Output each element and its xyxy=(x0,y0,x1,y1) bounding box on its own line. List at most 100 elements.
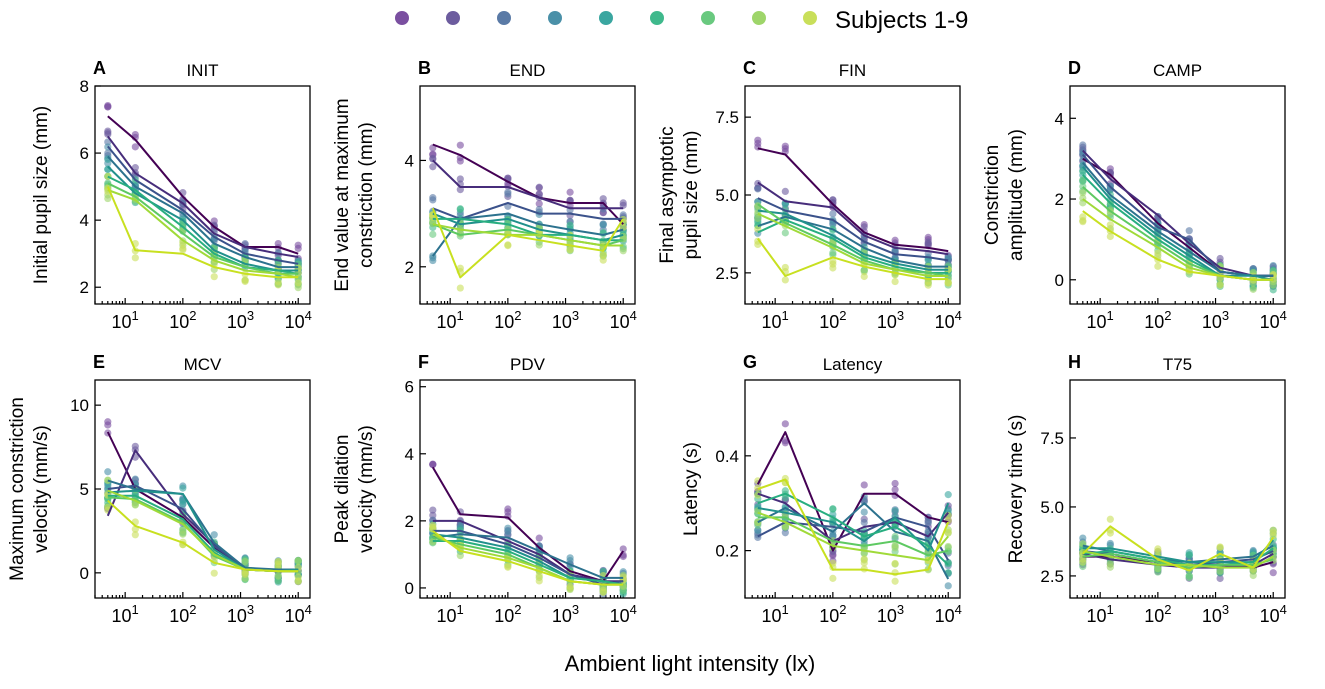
data-point xyxy=(1106,221,1114,229)
data-point xyxy=(754,185,762,193)
y-axis-label-line: Recovery time (s) xyxy=(1006,415,1027,564)
series-line-9 xyxy=(1082,210,1274,281)
data-point xyxy=(891,559,899,568)
legend-dot xyxy=(803,11,817,25)
data-point xyxy=(891,532,899,541)
data-point xyxy=(274,572,282,580)
panel-title: INIT xyxy=(186,61,218,80)
data-point xyxy=(210,531,218,539)
y-axis-label-line: Maximum constriction xyxy=(7,397,28,581)
panel-e: E MCV Maximum constriction velocity (mm/s) 0… xyxy=(7,352,312,626)
data-point xyxy=(535,200,543,208)
x-tick-label: 101 xyxy=(437,308,464,332)
x-tick-label: 102 xyxy=(494,602,521,626)
series-line-9 xyxy=(756,238,949,281)
data-point xyxy=(1185,551,1193,559)
series-line-4 xyxy=(107,155,299,269)
data-point xyxy=(781,439,789,447)
data-point xyxy=(179,497,187,505)
data-point xyxy=(274,278,282,286)
data-point xyxy=(535,571,543,580)
y-tick-label: 7.5 xyxy=(715,108,739,127)
series-line-2 xyxy=(106,135,299,258)
plot-frame xyxy=(419,85,636,305)
series-line-8 xyxy=(432,223,624,247)
data-point xyxy=(891,541,899,550)
data-point xyxy=(829,505,837,513)
legend-dot xyxy=(599,11,613,25)
series-line-9 xyxy=(757,478,950,576)
data-point xyxy=(429,523,437,531)
data-point xyxy=(535,542,543,550)
scatter-points xyxy=(754,420,952,590)
legend-dot xyxy=(497,11,511,25)
data-point xyxy=(566,221,574,229)
x-tick-label: 103 xyxy=(1202,602,1229,626)
panel-title: FIN xyxy=(839,61,866,80)
panel-a: A INIT Initial pupil size (mm) 2 4 6 8 101 102 10… xyxy=(31,58,312,332)
data-point xyxy=(456,157,464,165)
data-point xyxy=(599,251,607,259)
x-tick-label: 102 xyxy=(1144,308,1171,332)
data-point xyxy=(860,272,868,281)
x-tick-label: 102 xyxy=(169,308,196,332)
panel-letter: F xyxy=(418,352,429,372)
series-line-8 xyxy=(107,189,299,279)
plot-frame xyxy=(1069,379,1286,599)
series-line-7 xyxy=(757,203,949,277)
data-point xyxy=(179,244,187,253)
y-axis-label: Peak dilation velocity (mm/s) xyxy=(332,425,377,553)
panel-letter: D xyxy=(1068,58,1081,78)
series-line-3 xyxy=(107,145,299,265)
panel-letter: H xyxy=(1068,352,1081,372)
plot-frame xyxy=(419,379,636,599)
data-point xyxy=(829,574,837,582)
data-point xyxy=(754,139,762,147)
y-axis-label-line: End value at maximum xyxy=(332,98,353,291)
data-point xyxy=(131,254,139,262)
data-point xyxy=(104,421,112,429)
scatter-points xyxy=(429,460,627,598)
y-axis-label: Maximum constriction velocity (mm/s) xyxy=(7,397,52,581)
data-point xyxy=(104,468,112,476)
x-tick-label: 102 xyxy=(169,602,196,626)
panel-c: C FIN Final asymptotic pupil size (mm) 2.5 5.… xyxy=(657,58,962,332)
data-point xyxy=(1269,281,1277,289)
data-point xyxy=(566,188,574,196)
series-line-2 xyxy=(106,449,299,573)
series-line-9 xyxy=(432,530,624,586)
panel-letter: C xyxy=(743,58,756,78)
data-point xyxy=(599,195,607,203)
legend-dot xyxy=(395,11,409,25)
y-tick-label: 10 xyxy=(70,396,89,415)
data-point xyxy=(535,534,543,542)
data-point xyxy=(1106,515,1114,523)
data-point xyxy=(131,143,139,151)
legend-label: Subjects 1-9 xyxy=(835,7,968,34)
data-point xyxy=(781,276,789,284)
x-tick-label: 101 xyxy=(112,308,139,332)
data-point xyxy=(179,526,187,535)
x-tick-label: 102 xyxy=(819,602,846,626)
x-tick-label: 102 xyxy=(1144,602,1171,626)
data-point xyxy=(429,154,437,163)
x-tick-label: 101 xyxy=(1087,308,1114,332)
series-line-8 xyxy=(757,212,949,277)
x-tick-label: 101 xyxy=(762,308,789,332)
data-point xyxy=(1185,227,1193,235)
data-point xyxy=(924,240,932,248)
data-point xyxy=(924,519,932,527)
data-point xyxy=(1216,574,1224,583)
series-line-5 xyxy=(757,502,950,552)
data-point xyxy=(1216,281,1224,289)
data-point xyxy=(1106,563,1114,571)
x-tick-label: 101 xyxy=(112,602,139,626)
data-point xyxy=(781,187,789,196)
data-point xyxy=(456,284,464,292)
data-point xyxy=(294,279,302,287)
data-point xyxy=(1079,141,1087,149)
data-point xyxy=(944,491,952,499)
data-point xyxy=(504,241,512,250)
legend-dot xyxy=(650,11,664,25)
panel-b: B END End value at maximum constriction (mm… xyxy=(332,58,637,332)
